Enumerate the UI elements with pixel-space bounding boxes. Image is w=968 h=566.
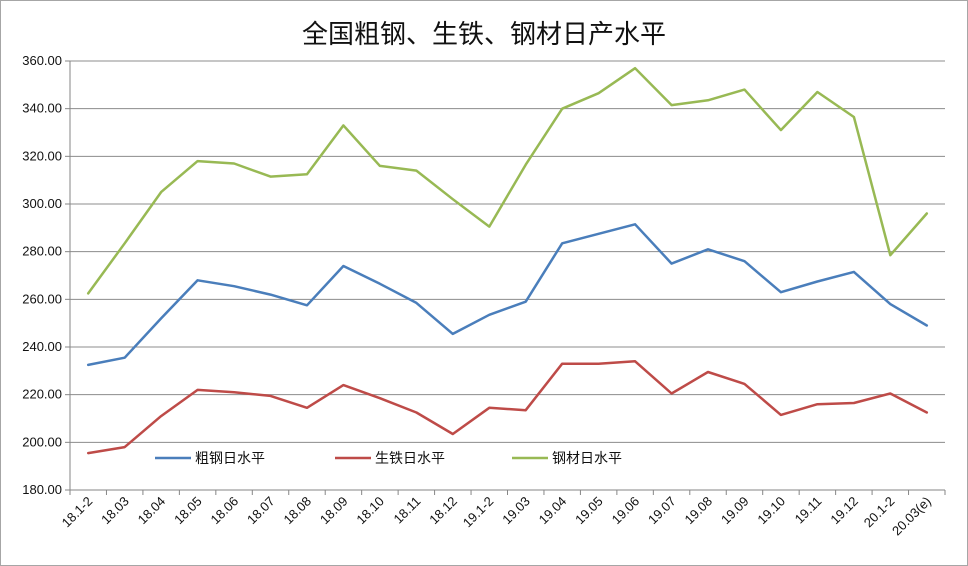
x-tick-label: 18.12 [426, 494, 460, 528]
x-tick-label: 18.1-2 [59, 494, 96, 531]
gridlines [70, 60, 945, 443]
x-tick-label: 19.03 [499, 494, 533, 528]
x-tick-label: 19.07 [645, 494, 679, 528]
y-tick-label: 220.00 [22, 387, 62, 402]
x-tick-label: 19.05 [572, 494, 606, 528]
y-tick-label: 320.00 [22, 148, 62, 163]
y-tick-label: 300.00 [22, 196, 62, 211]
legend-label: 钢材日水平 [552, 451, 622, 467]
legend-label: 粗钢日水平 [195, 451, 265, 467]
series-lines [86, 66, 929, 455]
chart-title: 全国粗钢、生铁、钢材日产水平 [301, 20, 666, 50]
x-tick-label: 18.08 [280, 494, 314, 528]
y-tick-label: 340.00 [22, 101, 62, 116]
x-tick-label: 18.06 [208, 494, 242, 528]
x-tick-label: 20.03(e) [889, 494, 934, 539]
y-tick-labels: 180.00 200.00 220.00 240.00 260.00 280.00 300.… [22, 53, 62, 497]
x-tick-labels: 18.1-2 18.03 18.04 18.05 18.06 18.07 18.08 18.0… [59, 494, 934, 539]
series-line-1 [86, 223, 929, 367]
y-tick-label: 280.00 [22, 244, 62, 259]
y-tick-label: 360.00 [22, 53, 62, 68]
y-tick-label: 260.00 [22, 291, 62, 306]
x-tick-label: 19.11 [792, 494, 825, 527]
x-tick-label: 18.07 [244, 494, 278, 528]
x-tick-label: 18.05 [171, 494, 205, 528]
x-tick-label: 18.04 [135, 494, 169, 528]
x-tick-label: 18.11 [391, 494, 424, 527]
x-tick-label: 19.04 [536, 494, 570, 528]
x-tick-label: 19.12 [827, 494, 861, 528]
series-line-3 [86, 66, 929, 295]
x-tick-label: 18.09 [317, 494, 351, 528]
legend-label: 生铁日水平 [375, 451, 445, 467]
series-line-2 [86, 360, 929, 455]
x-tick-label: 19.08 [682, 494, 716, 528]
x-tick-label: 19.10 [754, 494, 788, 528]
x-tick-label: 19.06 [609, 494, 643, 528]
legend: 粗钢日水平 生铁日水平 钢材日水平 [155, 451, 622, 467]
y-tick-label: 200.00 [22, 434, 62, 449]
y-tick-label: 180.00 [22, 482, 62, 497]
x-tick-label: 18.10 [353, 494, 387, 528]
x-tick-label: 18.03 [98, 494, 132, 528]
x-tick-label: 19.1-2 [460, 494, 497, 531]
x-tick-label: 19.09 [718, 494, 752, 528]
y-tick-label: 240.00 [22, 339, 62, 354]
axes [65, 60, 946, 495]
